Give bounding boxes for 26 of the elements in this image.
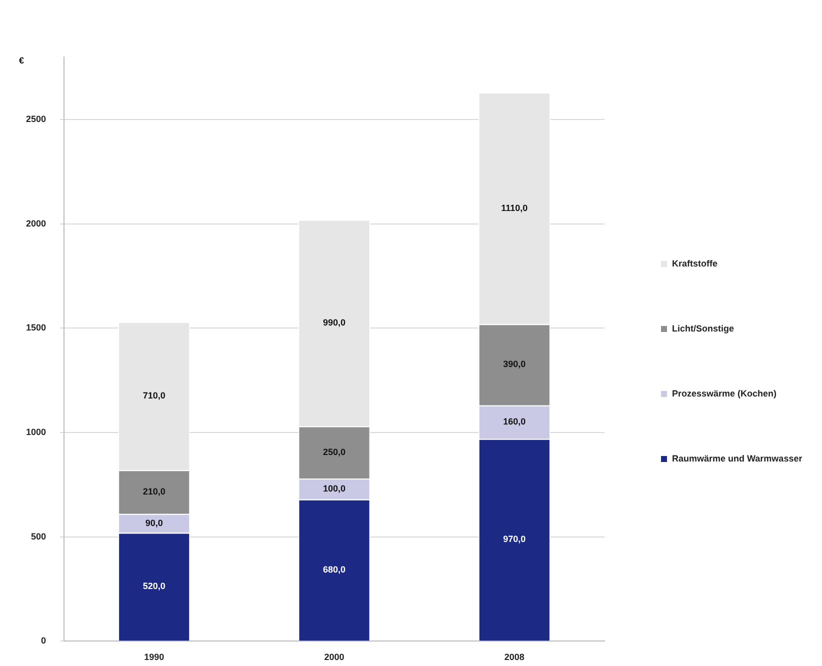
legend-label: Kraftstoffe [672, 258, 718, 268]
y-tick-label: 2000 [26, 218, 46, 228]
y-tick-label: 0 [41, 636, 46, 646]
legend-label: Raumwärme und Warmwasser [672, 453, 803, 464]
data-label: 710,0 [142, 390, 166, 401]
x-tick-label: 2008 [504, 652, 524, 662]
data-label: 90,0 [145, 518, 163, 528]
data-label: 680,0 [322, 564, 346, 574]
data-label: 520,0 [142, 581, 166, 592]
x-tick-label: 1990 [144, 652, 164, 662]
y-axis-title: € [18, 55, 24, 66]
x-tick-label: 2000 [324, 652, 344, 662]
y-tick-label: 1000 [26, 427, 46, 438]
data-label: 160,0 [503, 416, 526, 427]
data-label: 390,0 [503, 359, 526, 370]
data-label: 990,0 [322, 318, 346, 328]
y-tick-label: 500 [30, 531, 46, 542]
data-label: 1110,0 [501, 202, 528, 213]
data-label: 210,0 [142, 486, 166, 497]
legend-label: Licht/Sonstige [672, 323, 734, 334]
legend-label: Prozesswärme (Kochen) [672, 388, 777, 398]
y-tick-label: 1500 [26, 322, 46, 333]
data-label: 100,0 [322, 483, 346, 494]
data-label: 250,0 [322, 446, 346, 457]
data-label: 970,0 [503, 534, 526, 544]
y-tick-label: 2500 [26, 114, 46, 124]
